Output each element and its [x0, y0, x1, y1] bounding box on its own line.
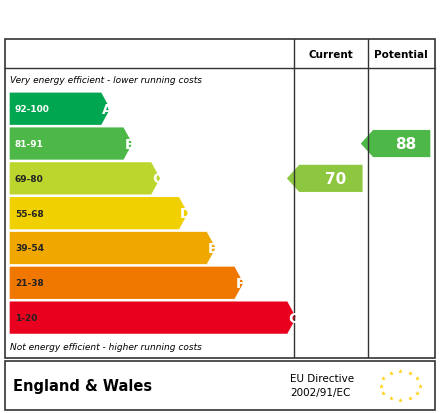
- Polygon shape: [10, 302, 296, 334]
- Text: B: B: [125, 137, 135, 151]
- Text: G: G: [288, 311, 300, 325]
- Text: 21-38: 21-38: [15, 279, 44, 287]
- Text: Energy Efficiency Rating: Energy Efficiency Rating: [10, 10, 288, 29]
- Polygon shape: [10, 267, 243, 299]
- Text: 1-20: 1-20: [15, 313, 37, 322]
- Bar: [5, 361, 435, 410]
- Polygon shape: [287, 165, 363, 192]
- Text: E: E: [208, 242, 217, 255]
- Polygon shape: [361, 131, 430, 158]
- Text: 88: 88: [396, 137, 417, 152]
- Text: Not energy efficient - higher running costs: Not energy efficient - higher running co…: [10, 342, 202, 351]
- Text: EU Directive
2002/91/EC: EU Directive 2002/91/EC: [290, 374, 355, 398]
- Text: D: D: [180, 206, 191, 221]
- Text: Current: Current: [308, 50, 353, 59]
- Text: F: F: [235, 276, 245, 290]
- Polygon shape: [10, 128, 132, 160]
- Polygon shape: [10, 197, 188, 230]
- Text: 92-100: 92-100: [15, 105, 50, 114]
- Text: 39-54: 39-54: [15, 244, 44, 253]
- Text: A: A: [102, 102, 113, 116]
- Text: Very energy efficient - lower running costs: Very energy efficient - lower running co…: [10, 76, 202, 85]
- Text: 69-80: 69-80: [15, 174, 44, 183]
- Text: 55-68: 55-68: [15, 209, 44, 218]
- Polygon shape: [10, 163, 160, 195]
- Text: Potential: Potential: [374, 50, 428, 59]
- Text: 70: 70: [325, 171, 346, 186]
- Polygon shape: [10, 93, 110, 126]
- Text: England & Wales: England & Wales: [13, 378, 152, 393]
- Text: C: C: [152, 172, 162, 186]
- Polygon shape: [10, 232, 216, 264]
- Text: 81-91: 81-91: [15, 140, 44, 149]
